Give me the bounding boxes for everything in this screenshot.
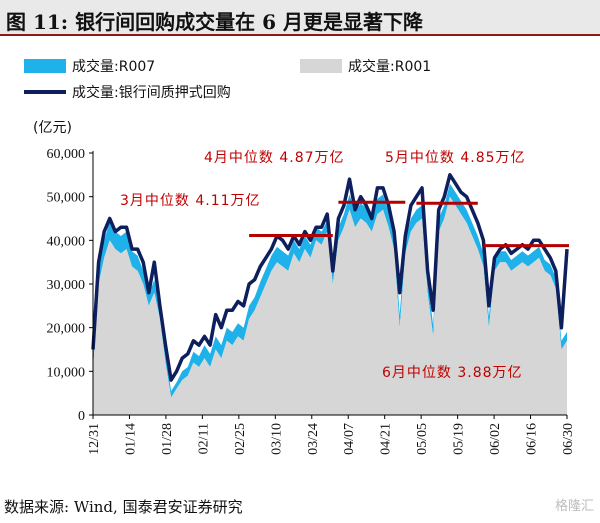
- x-tick-label: 06/02: [488, 423, 503, 455]
- x-tick-label: 06/30: [561, 423, 576, 455]
- y-tick-label: 20,000: [47, 322, 86, 337]
- x-tick-label: 02/25: [233, 423, 248, 455]
- median-label-3: 3月中位数 4.11万亿: [120, 193, 261, 209]
- legend-swatch-r001: [300, 59, 342, 73]
- median-label-5: 5月中位数 4.85万亿: [385, 150, 526, 166]
- x-tick-label: 05/19: [452, 423, 467, 455]
- watermark: 格隆汇: [554, 499, 594, 514]
- y-axis-unit: (亿元): [33, 120, 72, 136]
- legend: 成交量:R007 成交量:R001 成交量:银行间质押式回购: [24, 58, 431, 101]
- x-tick-label: 01/14: [123, 423, 138, 455]
- x-tick-label: 05/05: [415, 423, 430, 455]
- x-tick-label: 03/24: [306, 423, 321, 455]
- source-note: 数据来源: Wind, 国泰君安证券研究: [4, 498, 243, 516]
- y-tick-label: 60,000: [47, 147, 86, 162]
- series-line-repo: [91, 173, 569, 382]
- series-area-r001: [93, 196, 567, 415]
- median-label-6: 6月中位数 3.88万亿: [382, 365, 523, 381]
- legend-swatch-r007: [24, 59, 66, 73]
- x-axis: 12/31 01/14 01/28 02/11 02/25 03/10 03/24 04/07…: [87, 414, 576, 455]
- x-tick-label: 12/31: [87, 423, 102, 455]
- y-tick-label: 50,000: [47, 191, 86, 206]
- y-tick-label: 30,000: [47, 278, 86, 293]
- plot-layer: [91, 173, 569, 415]
- median-label-4: 4月中位数 4.87万亿: [204, 150, 345, 166]
- y-axis: 0 10,000 20,000 30,000 40,000 50,000 60,000: [47, 147, 94, 424]
- y-tick-label: 10,000: [47, 365, 86, 380]
- x-tick-label: 04/21: [379, 423, 394, 455]
- legend-label-repo: 成交量:银行间质押式回购: [72, 84, 231, 101]
- chart-title: 图 11: 银行间回购成交量在 6 月更是显著下降: [6, 10, 423, 34]
- x-tick-label: 02/11: [196, 423, 211, 454]
- title-bar: 图 11: 银行间回购成交量在 6 月更是显著下降: [0, 0, 600, 36]
- y-tick-label: 40,000: [47, 234, 86, 249]
- legend-label-r001: 成交量:R001: [348, 58, 431, 75]
- y-tick-label: 0: [78, 409, 85, 424]
- x-tick-label: 01/28: [160, 423, 175, 455]
- annotations: 3月中位数 4.11万亿 4月中位数 4.87万亿 5月中位数 4.85万亿 6月中位…: [120, 150, 569, 381]
- x-tick-label: 03/10: [269, 423, 284, 455]
- x-tick-label: 06/16: [525, 423, 540, 455]
- x-tick-label: 04/07: [342, 423, 357, 455]
- legend-label-r007: 成交量:R007: [72, 58, 155, 75]
